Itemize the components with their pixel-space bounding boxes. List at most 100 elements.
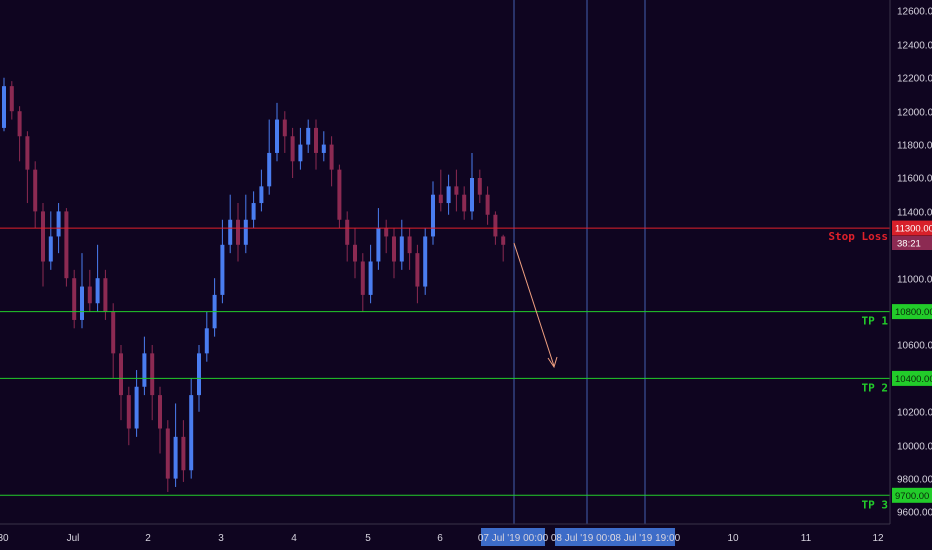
candle-body	[103, 278, 108, 312]
candle-body	[368, 261, 373, 295]
price-axis[interactable]: 12600.00 12400.00 12200.00 12000.00 11800.00…	[897, 7, 932, 519]
time-marker-badge	[615, 528, 675, 546]
candle	[41, 203, 45, 287]
candle-body	[228, 219, 233, 245]
time-tick-label: 4	[291, 533, 297, 544]
candle-body	[95, 278, 100, 304]
candle	[306, 119, 311, 153]
arrow-head	[547, 356, 558, 369]
candle	[243, 194, 248, 254]
time-tick-label: Jul	[67, 533, 80, 544]
candle	[282, 111, 287, 153]
candle	[173, 403, 178, 487]
candle-body	[415, 253, 420, 287]
level-price-badge	[892, 304, 932, 320]
price-tick-label: 11400.00	[897, 208, 932, 219]
candle	[275, 102, 279, 162]
level-price-badge	[892, 220, 932, 236]
candle-body	[399, 236, 404, 262]
price-tick-label: 9600.00	[897, 508, 932, 519]
candle-body	[477, 178, 482, 195]
candle	[446, 174, 451, 215]
candle	[25, 131, 30, 204]
candle	[407, 228, 412, 270]
candle-body	[298, 144, 303, 162]
time-marker-text: 07 Jul '19 00:00	[478, 533, 549, 544]
candle-body	[165, 428, 170, 479]
candle	[501, 234, 506, 262]
candle-body	[126, 395, 131, 429]
level-name-label: Stop Loss	[828, 230, 888, 243]
price-tick-label: 12600.00	[897, 7, 932, 18]
candle	[181, 420, 186, 482]
time-marker-text: 08 Jul '19 00:00	[551, 533, 622, 544]
candle	[462, 186, 467, 220]
candle	[165, 420, 170, 492]
candle-body	[204, 328, 209, 354]
level-name-label: TP 1	[862, 315, 889, 328]
time-marker-badge	[481, 528, 545, 546]
candle	[423, 228, 428, 295]
candle	[384, 219, 389, 254]
candle-body	[267, 152, 272, 187]
time-tick-label: 12	[872, 533, 884, 544]
candle-body	[64, 211, 69, 279]
candle	[72, 269, 77, 329]
candle	[470, 152, 474, 220]
price-tick-label: 11000.00	[897, 275, 932, 286]
candle-body	[134, 386, 139, 429]
candle-body	[493, 214, 498, 237]
candle	[314, 119, 318, 170]
candle	[290, 127, 295, 178]
candle	[220, 219, 225, 304]
level-name-label: TP 3	[862, 498, 889, 511]
candle	[259, 169, 264, 212]
candle-body	[321, 144, 326, 153]
candle-body	[259, 186, 264, 204]
level-price-badge	[892, 487, 932, 503]
candle	[438, 169, 443, 212]
candle-body	[87, 286, 92, 304]
candle-body	[446, 186, 451, 204]
candle	[360, 253, 365, 312]
projection-arrow[interactable]	[513, 242, 555, 367]
candle	[17, 106, 22, 162]
candle-body	[501, 236, 506, 245]
candle-body	[17, 111, 22, 137]
level-price-text: 10400.00	[895, 374, 932, 385]
time-tick-label: 11	[801, 533, 812, 544]
candle-body	[337, 169, 342, 220]
candle	[9, 81, 14, 120]
time-tick-label: 6	[437, 533, 443, 544]
candle-body	[111, 311, 116, 354]
candle-body	[470, 178, 474, 212]
candle-body	[33, 169, 38, 212]
candle	[95, 244, 100, 312]
level-price-text: 11300.00	[895, 224, 932, 235]
candle	[80, 253, 84, 329]
price-tick-label: 11800.00	[897, 141, 932, 152]
candle-body	[80, 286, 84, 320]
candle	[48, 211, 53, 270]
candle-body	[158, 395, 162, 429]
candle-body	[353, 244, 357, 262]
price-tick-label: 10000.00	[897, 442, 932, 453]
candle-body	[314, 127, 318, 153]
price-tick-label: 10200.00	[897, 408, 932, 419]
candle	[477, 169, 482, 204]
candle-body	[462, 194, 467, 212]
candle	[267, 119, 272, 195]
price-tick-label: 9800.00	[897, 475, 932, 486]
candle-body	[438, 194, 443, 204]
candle-body	[142, 353, 147, 387]
candle-body	[56, 211, 61, 237]
candle	[33, 161, 38, 229]
candle	[236, 203, 240, 262]
countdown-badge	[892, 236, 932, 250]
candle	[368, 244, 373, 304]
candle	[87, 269, 92, 312]
candle	[142, 336, 147, 396]
